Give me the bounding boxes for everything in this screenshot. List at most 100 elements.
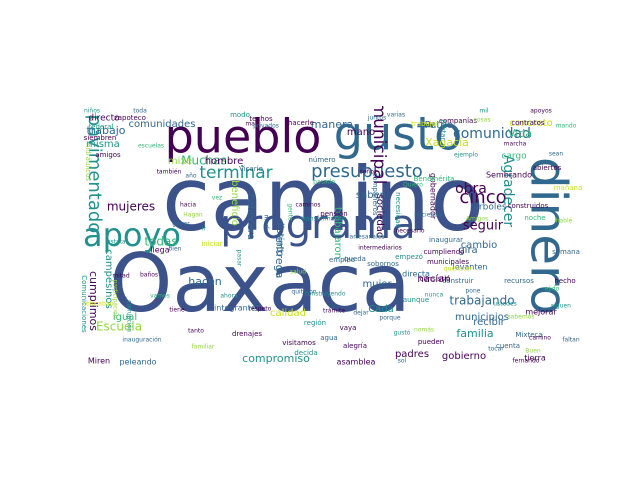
word-porque: porque bbox=[379, 315, 400, 322]
word-pasar: pasar bbox=[236, 250, 243, 267]
word-hable: hablé bbox=[556, 218, 573, 225]
word-medio: medio bbox=[263, 215, 270, 234]
word-federal: federal bbox=[89, 123, 114, 131]
word-vaya: vaya bbox=[340, 324, 357, 332]
word-salud: salud bbox=[290, 269, 306, 276]
word-cloud: camino Oaxaca pueblo gusto dinero programa apo… bbox=[80, 106, 582, 368]
word-construyendo: construyendo bbox=[304, 291, 345, 298]
word-tambien: también bbox=[157, 169, 182, 176]
word-camino: camino bbox=[162, 148, 484, 251]
word-marcha: marcha bbox=[504, 141, 527, 148]
word-inaugurar: inaugurar bbox=[429, 236, 463, 244]
word-terminar: terminar bbox=[199, 163, 272, 183]
word-vamos: vamos bbox=[150, 293, 170, 300]
word-mejorar: mejorar bbox=[525, 308, 557, 317]
word-sembrando: Sembrando bbox=[486, 171, 532, 180]
word-abiertos: abiertos bbox=[533, 164, 562, 172]
word-pintar: pintar bbox=[439, 120, 447, 141]
word-numero: número bbox=[308, 156, 335, 164]
word-pension: pensión bbox=[320, 210, 348, 218]
word-cinco: cinco bbox=[459, 187, 506, 208]
word-comunicaciones: Comunicaciones bbox=[80, 275, 88, 333]
word-ano: año bbox=[185, 173, 196, 180]
word-construidos: construidos bbox=[508, 202, 549, 210]
word-varias: varias bbox=[387, 112, 405, 119]
word-transformacion: transformación bbox=[301, 216, 347, 223]
word-programa: programa bbox=[220, 202, 415, 248]
word-pueden: pueden bbox=[418, 338, 444, 346]
word-cumplimos: cumplimos bbox=[87, 271, 100, 331]
word-ejemplo: ejemplo bbox=[454, 152, 478, 159]
word-queda: queda bbox=[344, 255, 366, 263]
word-cambio: cambio bbox=[461, 240, 498, 251]
word-sol: sol bbox=[398, 358, 407, 365]
word-hacerle: hacerle bbox=[288, 119, 314, 127]
word-mando: mando bbox=[556, 123, 577, 130]
word-patria: Patria bbox=[425, 120, 454, 131]
word-necesidad: necesidad bbox=[394, 192, 402, 228]
word-escuelas: escuelas bbox=[138, 143, 164, 150]
word-hagan: Hagan bbox=[183, 212, 203, 219]
word-cumpliendo: cumpliendo bbox=[424, 248, 465, 256]
word-agua: agua bbox=[320, 334, 337, 342]
word-pueblo: pueblo bbox=[165, 110, 322, 164]
word-padres: padres bbox=[395, 349, 429, 360]
word-mil: mil bbox=[479, 108, 489, 115]
word-escuela: Escuela bbox=[96, 320, 142, 334]
word-alegria: alegría bbox=[343, 342, 367, 350]
word-privados: privados bbox=[253, 123, 279, 130]
word-necesario: necesario bbox=[395, 228, 424, 235]
word-vida: Vida bbox=[508, 127, 532, 140]
word-tiene: tiene bbox=[169, 307, 185, 314]
word-iniciar: iniciar bbox=[201, 240, 222, 248]
word-tramite: trámite bbox=[323, 308, 345, 315]
word-levanten: levanten bbox=[453, 263, 488, 272]
word-quehacer: quehacer bbox=[444, 266, 473, 273]
word-nunca: nunca bbox=[425, 292, 444, 299]
word-familiar: familiar bbox=[192, 344, 215, 351]
word-cada: Cada bbox=[368, 304, 394, 315]
word-apoyo: apoyo bbox=[83, 216, 181, 254]
word-toda: toda bbox=[133, 108, 147, 115]
word-techos: techos bbox=[249, 115, 273, 123]
word-mal: mal bbox=[245, 121, 257, 128]
word-faltan: faltan bbox=[562, 337, 579, 344]
word-colocaban: colocaban bbox=[83, 301, 114, 308]
word-beneficio: beneficio bbox=[229, 180, 240, 226]
word-semana: semana bbox=[552, 248, 580, 256]
word-muchas: Muchas bbox=[181, 154, 227, 168]
word-drenajes: drenajes bbox=[232, 330, 262, 338]
word-presupuesto: presupuesto bbox=[311, 161, 423, 182]
word-municipios: municipios bbox=[455, 312, 509, 323]
word-calidad: calidad bbox=[270, 308, 306, 319]
word-benemerita: Benemérita bbox=[414, 175, 455, 183]
word-juntos: juntos bbox=[367, 115, 386, 122]
word-gente: gente bbox=[287, 203, 294, 221]
word-amigos: Amigos bbox=[466, 216, 488, 223]
word-xagacia: Xagacía bbox=[425, 136, 469, 149]
word-gobierno: gobierno bbox=[442, 351, 486, 362]
word-inauguracion: inauguración bbox=[122, 337, 161, 344]
word-oaxaca: Oaxaca bbox=[109, 237, 410, 330]
word-directa: directa bbox=[402, 270, 430, 279]
word-hidraulicos: hidráulicos bbox=[84, 143, 92, 181]
word-region: región bbox=[304, 319, 326, 327]
word-agradecer: Agradecer bbox=[500, 155, 516, 228]
word-caminos: caminos bbox=[295, 202, 320, 209]
word-respeto: respeto bbox=[249, 306, 272, 313]
word-municipales: municipales bbox=[427, 258, 469, 266]
word-sean: sean bbox=[549, 151, 563, 158]
word-obra: obra bbox=[455, 181, 487, 197]
word-campesinos: campesinos bbox=[103, 249, 114, 309]
word-dinero: dinero bbox=[520, 157, 578, 315]
word-llega: llega bbox=[150, 246, 169, 255]
word-mujer: mujer bbox=[362, 279, 392, 290]
word-dejar: dejar bbox=[353, 310, 369, 317]
word-integrantes: integrantes bbox=[214, 304, 260, 313]
word-misma: misma bbox=[86, 139, 120, 150]
word-companeros: compañeros bbox=[371, 172, 379, 215]
word-construir: construir bbox=[442, 277, 473, 285]
word-amigos: amigos bbox=[95, 151, 121, 159]
word-consistio: consistió bbox=[420, 275, 451, 283]
